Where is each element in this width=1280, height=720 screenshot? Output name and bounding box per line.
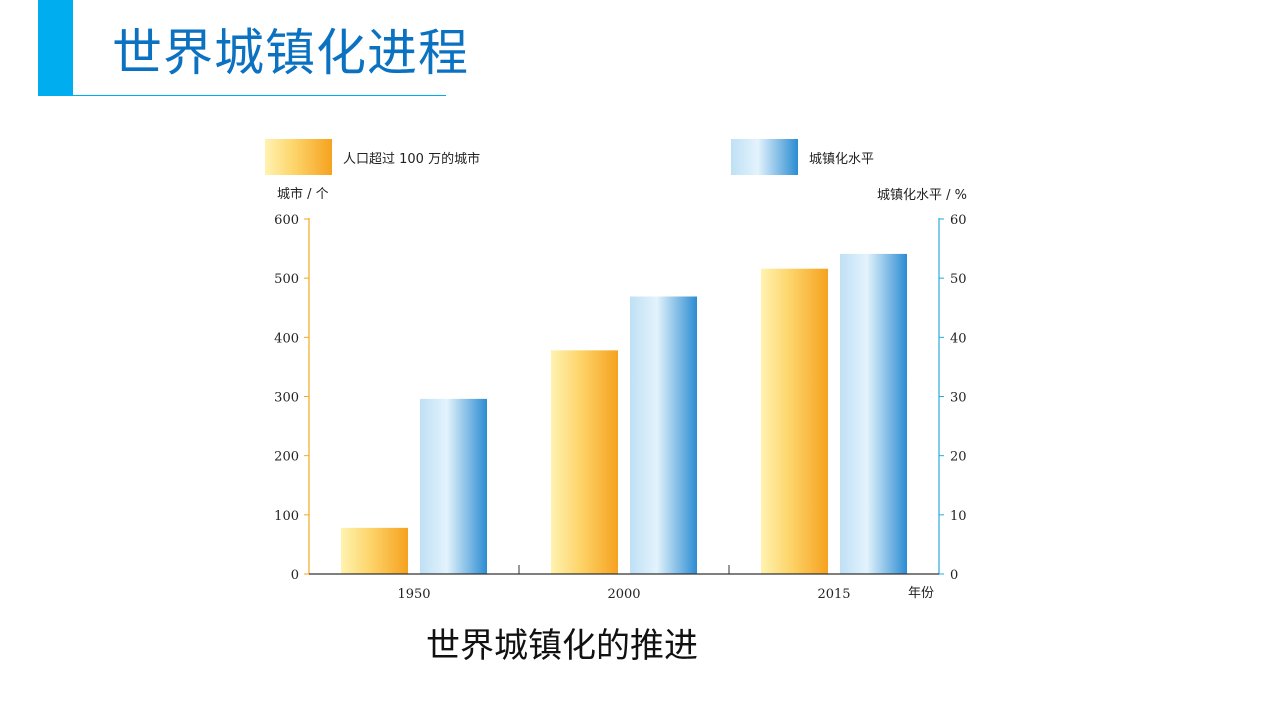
title-underline [38,95,446,96]
x-tick-label: 2000 [607,587,640,602]
slide-title: 世界城镇化进程 [112,24,469,82]
left-tick-label: 400 [274,331,299,346]
right-tick-label: 60 [950,213,967,228]
legend-swatch-cities [265,139,332,175]
left-tick-label: 200 [274,450,299,465]
left-tick-label: 0 [291,568,299,583]
legend-label-cities: 人口超过 100 万的城市 [343,151,480,167]
bar-cities-1950 [341,527,408,574]
right-tick-label: 40 [950,331,967,346]
title-accent-bar [38,0,73,96]
left-tick-label: 600 [274,213,299,228]
left-axis-label: 城市 / 个 [277,186,329,202]
x-tick-label: 2015 [817,587,850,602]
legend-label-urbanization: 城镇化水平 [809,152,874,167]
bar-urbanization-1950 [420,398,487,574]
right-tick-label: 50 [950,272,967,287]
left-tick-label: 500 [274,272,299,287]
right-axis-label: 城镇化水平 / % [877,188,967,203]
bar-urbanization-2015 [840,253,907,575]
left-tick-label: 100 [274,509,299,524]
bar-urbanization-2000 [630,296,697,574]
left-tick-label: 300 [274,391,299,406]
x-axis-label: 年份 [908,586,934,601]
legend-swatch-urbanization [731,139,798,175]
bar-cities-2000 [551,350,618,574]
chart-caption: 世界城镇化的推进 [426,626,698,666]
x-tick-label: 1950 [397,587,430,602]
bar-cities-2015 [761,268,828,574]
right-tick-label: 30 [950,391,967,406]
right-tick-label: 0 [950,568,958,583]
right-tick-label: 20 [950,450,967,465]
right-tick-label: 10 [950,509,967,524]
